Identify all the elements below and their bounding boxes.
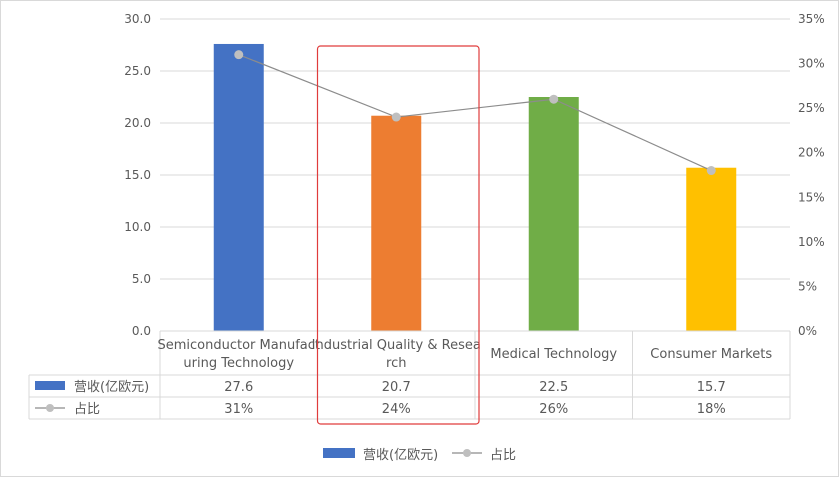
right-tick-label: 20% — [798, 146, 825, 160]
left-tick-label: 10.0 — [124, 220, 151, 234]
bar — [371, 115, 422, 331]
right-tick-label: 15% — [798, 190, 825, 204]
category-label: Industrial Quality & Resea — [312, 338, 481, 353]
right-tick-label: 0% — [798, 324, 817, 338]
table-cell: 20.7 — [382, 380, 411, 395]
table-cell: 24% — [382, 402, 411, 417]
highlight-box — [316, 45, 480, 425]
right-tick-label: 35% — [798, 12, 825, 26]
left-tick-label: 20.0 — [124, 116, 151, 130]
line-point — [234, 50, 244, 60]
table-row-header: 占比 — [74, 402, 100, 417]
right-tick-label: 10% — [798, 235, 825, 249]
table-cell: 31% — [224, 402, 253, 417]
legend-bar-key — [323, 448, 355, 458]
left-tick-label: 25.0 — [124, 64, 151, 78]
right-axis-tick-labels: 0% 5% 10% 15% 20% 25% 30% 35% — [798, 12, 825, 338]
table-cell: 27.6 — [224, 380, 253, 395]
data-table: Semiconductor Manufact uring Technology In… — [28, 330, 791, 420]
series-line — [238, 54, 712, 172]
table-row-header: 营收(亿欧元) — [74, 380, 149, 395]
legend-line-marker — [463, 449, 471, 457]
legend-label: 占比 — [490, 448, 516, 463]
left-axis-tick-labels: 0.0 5.0 10.0 15.0 20.0 25.0 30.0 — [124, 12, 151, 338]
table-cell: 26% — [539, 402, 568, 417]
highlight-rect — [316, 45, 480, 425]
line-series — [234, 50, 716, 176]
bar-legend-key — [35, 381, 65, 390]
gridlines — [160, 18, 790, 332]
bar — [686, 167, 737, 331]
left-tick-label: 30.0 — [124, 12, 151, 26]
bar — [528, 97, 579, 331]
table-cell: 22.5 — [539, 380, 568, 395]
left-tick-label: 15.0 — [124, 168, 151, 182]
line-legend-marker — [46, 404, 54, 412]
legend: 营收(亿欧元) 占比 — [323, 448, 516, 463]
category-label: Semiconductor Manufact — [158, 338, 320, 353]
table-cell: 15.7 — [697, 380, 726, 395]
category-label: Medical Technology — [490, 347, 617, 362]
right-tick-label: 30% — [798, 57, 825, 71]
bar — [213, 43, 264, 332]
left-tick-label: 0.0 — [132, 324, 151, 338]
right-tick-label: 5% — [798, 279, 817, 293]
line-point — [549, 94, 559, 104]
bar-series — [213, 43, 737, 332]
line-point — [391, 112, 401, 122]
right-tick-label: 25% — [798, 101, 825, 115]
category-label: Consumer Markets — [650, 347, 772, 362]
category-label: rch — [386, 356, 406, 371]
table-cell: 18% — [697, 402, 726, 417]
left-tick-label: 5.0 — [132, 272, 151, 286]
line-point — [706, 166, 716, 176]
legend-label: 营收(亿欧元) — [363, 448, 438, 463]
category-label: uring Technology — [183, 356, 294, 371]
